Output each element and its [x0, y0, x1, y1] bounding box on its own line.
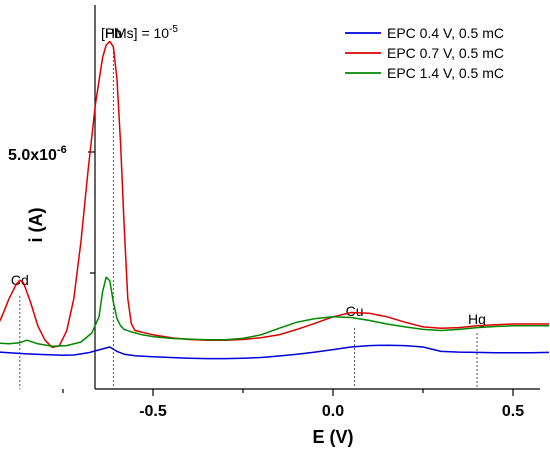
legend-label-1: EPC 0.4 V, 0.5 mC [387, 25, 504, 41]
peak-label-pb: Pb [105, 25, 122, 41]
x-tick-label: 0.5 [502, 403, 524, 420]
x-axis-title: E (V) [312, 427, 353, 447]
peak-label-cu: Cu [346, 303, 364, 319]
series-line-3 [0, 276, 549, 348]
x-tick-label: -0.5 [139, 403, 167, 420]
legend-label-2: EPC 0.7 V, 0.5 mC [387, 45, 504, 61]
series-line-1 [0, 344, 550, 360]
y-axis-title: i (A) [26, 208, 46, 243]
concentration-annotation: [HMs] = 10-5 [101, 24, 178, 41]
legend-label-3: EPC 1.4 V, 0.5 mC [387, 65, 504, 81]
x-tick-label: 0.0 [322, 403, 344, 420]
peak-label-hg: Hg [468, 311, 486, 327]
series-line-2 [0, 40, 549, 349]
y-tick-label: 5.0x10-6 [8, 144, 67, 164]
